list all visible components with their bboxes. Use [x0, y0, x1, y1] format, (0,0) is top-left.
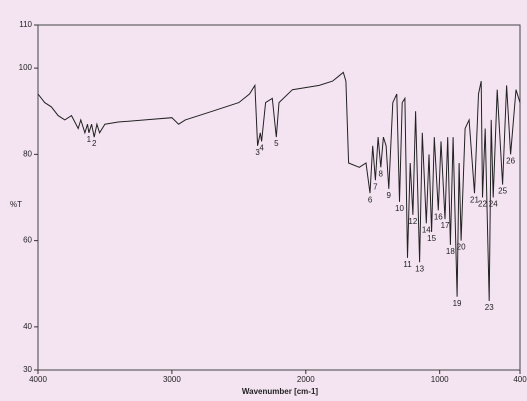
peak-label: 1	[87, 135, 92, 144]
peak-label: 14	[422, 225, 431, 234]
peak-label: 2	[92, 139, 97, 148]
peak-label: 10	[395, 204, 404, 213]
x-tick-label: 400	[513, 375, 527, 384]
peak-label: 17	[441, 221, 450, 230]
x-tick-label: 4000	[29, 375, 47, 384]
y-axis-label: %T	[10, 200, 22, 209]
peak-label: 5	[274, 139, 279, 148]
peak-label: 26	[506, 156, 515, 165]
y-tick-label: 110	[19, 20, 32, 29]
peak-label: 12	[408, 217, 417, 226]
spectrum-line	[37, 71, 521, 302]
x-tick-label: 2000	[297, 375, 315, 384]
peak-label: 18	[446, 247, 455, 256]
peak-label: 16	[434, 213, 443, 222]
peak-label: 6	[368, 195, 373, 204]
plot-frame	[37, 24, 521, 371]
peak-label: 9	[387, 191, 392, 200]
peak-label: 7	[373, 182, 378, 191]
peak-label: 23	[485, 303, 494, 312]
x-axis-label: Wavenumber [cm-1]	[242, 387, 319, 396]
peak-label: 19	[453, 299, 462, 308]
peak-label: 20	[457, 243, 466, 252]
peak-label: 15	[427, 234, 436, 243]
peak-label: 24	[489, 200, 498, 209]
y-tick-label: 80	[23, 149, 32, 158]
peak-label: 4	[259, 144, 264, 153]
y-tick-label: 30	[23, 365, 32, 374]
y-tick-label: 100	[19, 63, 33, 72]
peak-label: 21	[470, 195, 479, 204]
x-tick-label: 3000	[163, 375, 181, 384]
peak-label: 8	[379, 169, 384, 178]
peak-label: 25	[498, 187, 507, 196]
y-tick-label: 40	[23, 322, 32, 331]
peak-label: 13	[415, 264, 424, 273]
y-tick-label: 60	[23, 236, 32, 245]
peak-label: 11	[403, 260, 412, 269]
peak-label: 3	[255, 148, 260, 157]
x-tick-label: 1000	[431, 375, 449, 384]
peak-label: 22	[478, 200, 487, 209]
